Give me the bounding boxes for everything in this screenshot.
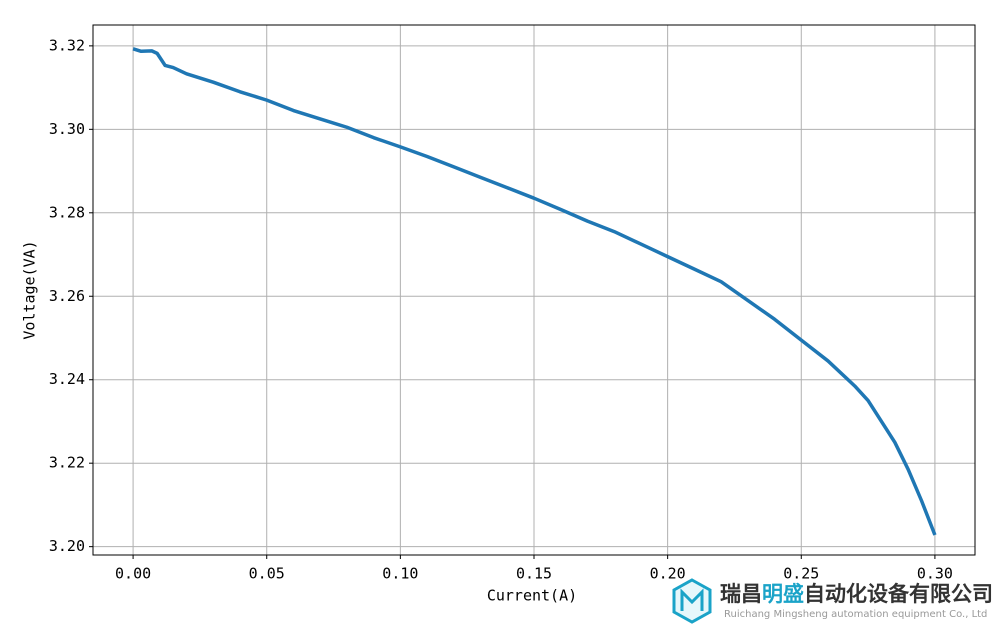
watermark: 瑞昌明盛自动化设备有限公司 Ruichang Mingsheng automat… bbox=[672, 578, 993, 624]
watermark-subtitle: Ruichang Mingsheng automation equipment … bbox=[724, 609, 987, 620]
y-tick-label: 3.24 bbox=[49, 370, 85, 388]
x-tick-label: 0.05 bbox=[249, 565, 285, 583]
watermark-name: 瑞昌明盛自动化设备有限公司 bbox=[720, 582, 993, 606]
x-tick-label: 0.25 bbox=[783, 565, 819, 583]
x-tick-label: 0.20 bbox=[650, 565, 686, 583]
y-tick-label: 3.32 bbox=[49, 36, 85, 54]
y-tick-label: 3.30 bbox=[49, 120, 85, 138]
plot-frame bbox=[92, 24, 976, 556]
x-tick-label: 0.15 bbox=[516, 565, 552, 583]
x-tick-label: 0.30 bbox=[917, 565, 953, 583]
watermark-name-end: 自动化设备有限公司 bbox=[804, 582, 993, 606]
y-axis-label: Voltage(VA) bbox=[21, 240, 39, 339]
watermark-name-highlight: 明盛 bbox=[762, 582, 804, 606]
y-tick-label: 3.28 bbox=[49, 203, 85, 221]
watermark-name-start: 瑞昌 bbox=[720, 582, 762, 606]
y-tick-label: 3.22 bbox=[49, 454, 85, 472]
x-tick-label: 0.10 bbox=[382, 565, 418, 583]
watermark-logo bbox=[672, 578, 712, 624]
y-tick-label: 3.26 bbox=[49, 287, 85, 305]
x-tick-label: 0.00 bbox=[115, 565, 151, 583]
y-tick-label: 3.20 bbox=[49, 537, 85, 555]
data-line bbox=[132, 47, 937, 536]
x-axis-label: Current(A) bbox=[487, 587, 577, 605]
